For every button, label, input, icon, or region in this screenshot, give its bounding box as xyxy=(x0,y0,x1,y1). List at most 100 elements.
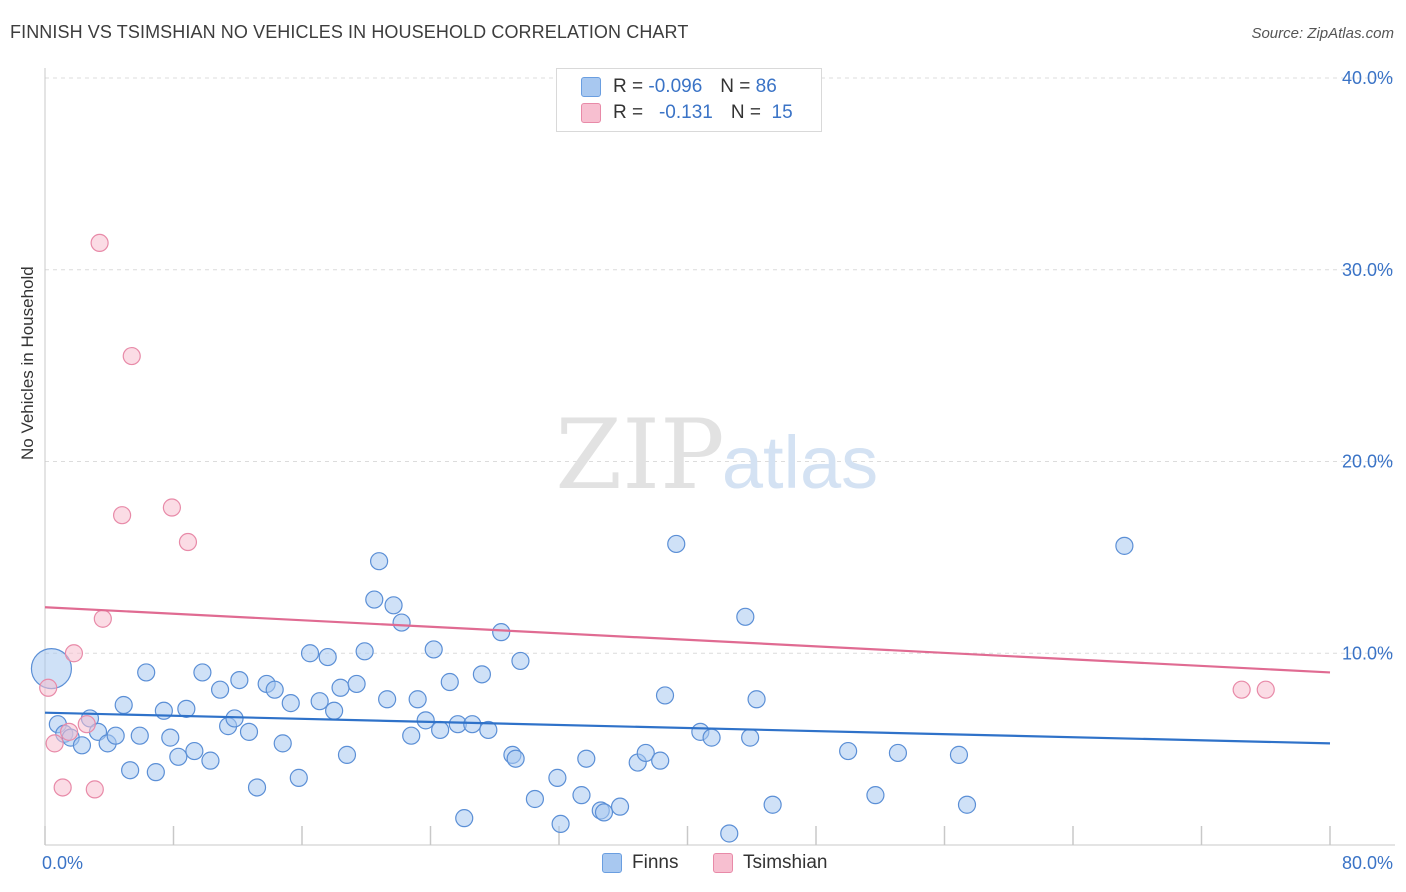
point-tsimshian xyxy=(1256,680,1275,699)
legend-r-value: -0.096 xyxy=(648,76,703,97)
point-finns xyxy=(384,596,403,615)
point-finns xyxy=(636,743,655,763)
point-finns xyxy=(1115,536,1134,555)
bottom-legend-label: Finns xyxy=(632,852,679,873)
point-finns xyxy=(106,726,125,745)
point-finns xyxy=(72,736,92,755)
point-tsimshian xyxy=(178,532,198,552)
point-finns xyxy=(402,726,421,745)
y-tick-label: 10.0% xyxy=(1342,643,1393,663)
point-finns xyxy=(325,701,344,720)
legend-r-label: R = xyxy=(613,102,644,123)
bottom-legend-finns: Finns xyxy=(602,852,678,874)
point-finns xyxy=(281,694,300,713)
point-finns xyxy=(318,647,337,667)
point-finns xyxy=(667,534,686,554)
point-finns xyxy=(161,728,180,747)
point-finns xyxy=(370,552,389,571)
point-finns xyxy=(265,680,284,699)
point-finns xyxy=(492,623,511,642)
point-finns xyxy=(408,690,427,709)
point-tsimshian xyxy=(112,506,132,525)
point-tsimshian xyxy=(93,609,112,628)
y-tick-label: 30.0% xyxy=(1342,260,1393,280)
point-finns xyxy=(201,751,220,770)
point-finns xyxy=(479,720,498,740)
point-tsimshian xyxy=(53,778,72,797)
bottom-legend: Finns Tsimshian xyxy=(0,852,1406,878)
chart-source: Source: ZipAtlas.com xyxy=(1251,25,1394,42)
point-tsimshian xyxy=(45,734,64,753)
point-finns xyxy=(511,651,530,671)
tick-labels: 10.0% 20.0% 30.0% 40.0% 0.0% 80.0% xyxy=(42,68,1393,873)
watermark-zip: ZIP xyxy=(555,399,724,511)
point-finns xyxy=(331,678,350,697)
point-finns xyxy=(440,672,459,692)
point-tsimshian xyxy=(64,644,84,663)
point-finns xyxy=(300,644,320,663)
legend-r-label: R = xyxy=(613,76,644,97)
y-tick-label: 40.0% xyxy=(1342,68,1393,88)
point-finns xyxy=(337,745,357,764)
point-finns xyxy=(273,734,292,753)
axes xyxy=(44,68,1395,846)
point-finns xyxy=(463,715,482,734)
point-tsimshian xyxy=(39,678,58,697)
point-tsimshian xyxy=(90,233,109,253)
point-finns xyxy=(310,692,329,711)
point-finns xyxy=(763,795,782,814)
watermark-atlas: atlas xyxy=(722,421,878,504)
point-finns xyxy=(416,711,435,730)
point-finns xyxy=(247,778,267,797)
point-finns xyxy=(121,761,140,780)
legend-r-value: -0.131 xyxy=(658,102,713,123)
point-finns xyxy=(193,663,212,682)
point-finns xyxy=(239,722,259,741)
legend-n-label: N = xyxy=(730,102,761,123)
point-finns xyxy=(548,768,567,787)
legend-n-value: 86 xyxy=(755,76,777,97)
point-finns xyxy=(866,786,885,805)
point-finns xyxy=(651,751,670,770)
point-finns xyxy=(347,674,366,694)
y-tick-label: 20.0% xyxy=(1342,452,1393,472)
point-tsimshian xyxy=(59,722,79,741)
legend-swatch-finns xyxy=(581,77,601,97)
point-finns xyxy=(289,768,308,787)
point-tsimshian xyxy=(162,498,181,517)
data-points xyxy=(30,233,1275,843)
point-finns xyxy=(455,809,474,828)
point-finns xyxy=(594,803,614,822)
legend: R = -0.096 N = 86 R = -0.131 N = 15 xyxy=(556,68,822,132)
x-tick-label: 80.0% xyxy=(1342,853,1393,873)
point-tsimshian xyxy=(77,715,96,734)
point-finns xyxy=(230,670,249,690)
point-tsimshian xyxy=(1232,680,1251,699)
trend-lines xyxy=(44,606,1331,745)
grid-lines xyxy=(45,77,1395,654)
point-tsimshian xyxy=(122,346,141,366)
point-finns xyxy=(702,728,721,747)
bottom-legend-tsimshian: Tsimshian xyxy=(713,852,827,874)
point-finns xyxy=(506,749,525,768)
point-finns xyxy=(378,690,397,709)
point-finns xyxy=(949,745,969,764)
point-finns xyxy=(392,613,411,632)
point-finns xyxy=(957,795,977,814)
point-finns xyxy=(114,695,133,715)
point-finns xyxy=(137,663,156,682)
point-finns xyxy=(610,797,630,816)
chart-title: FINNISH VS TSIMSHIAN NO VEHICLES IN HOUS… xyxy=(10,22,689,42)
point-finns xyxy=(888,743,908,763)
legend-row-finns: R = -0.096 N = 86 xyxy=(581,75,777,99)
point-finns xyxy=(365,590,384,609)
bottom-legend-swatch-tsimshian xyxy=(713,853,733,873)
point-finns xyxy=(185,741,204,761)
trend-line-finns xyxy=(44,711,1331,745)
point-finns xyxy=(839,741,858,761)
legend-swatch-tsimshian xyxy=(581,103,601,123)
point-finns xyxy=(572,786,591,805)
point-finns xyxy=(431,720,450,740)
point-finns xyxy=(720,824,739,843)
